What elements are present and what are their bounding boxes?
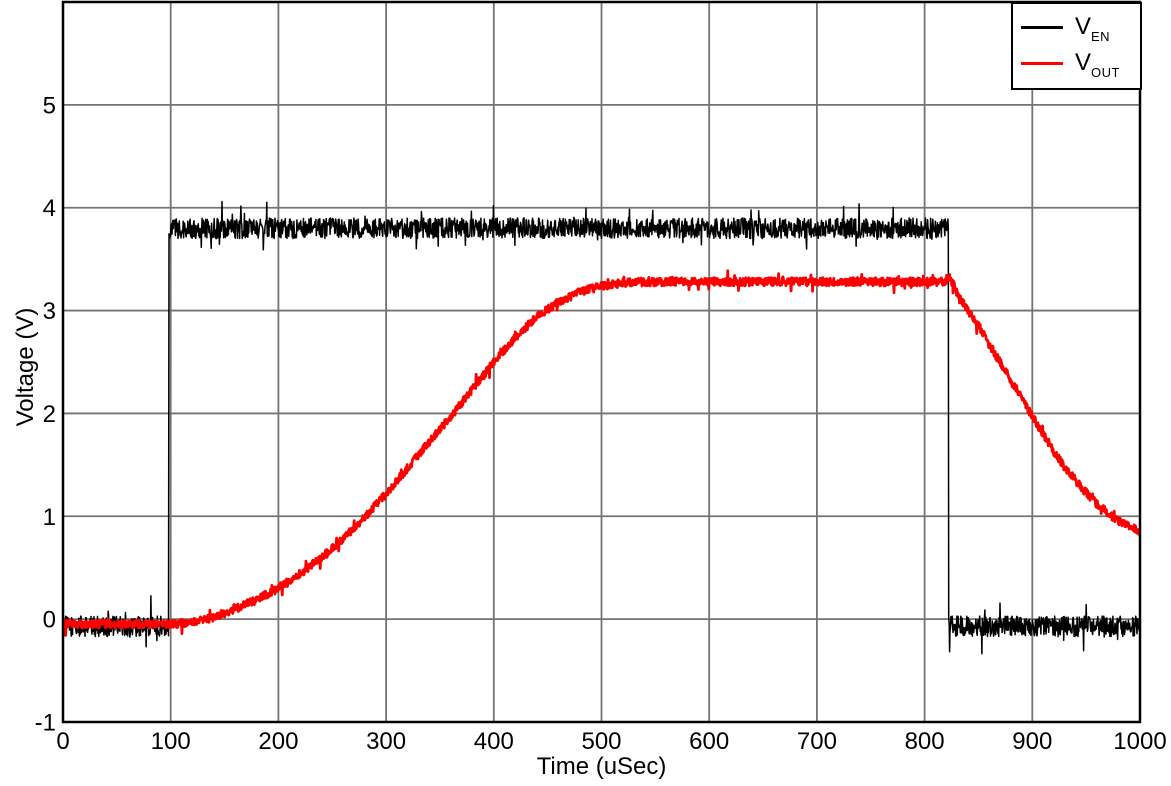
legend-item-ven: VEN	[1021, 12, 1140, 45]
x-tick-label: 0	[56, 728, 69, 755]
x-tick-label: 900	[1012, 728, 1052, 755]
x-tick-label: 100	[151, 728, 191, 755]
legend: VEN VOUT	[1011, 2, 1142, 90]
y-axis-label: Voltage (V)	[12, 307, 39, 427]
y-tick-label: 4	[43, 195, 56, 222]
x-tick-label: 400	[474, 728, 514, 755]
x-tick-label: 800	[905, 728, 945, 755]
y-tick-label: -1	[35, 710, 56, 737]
x-tick-label: 300	[366, 728, 406, 755]
y-tick-label: 3	[43, 298, 56, 325]
x-axis-label: Time (uSec)	[536, 753, 667, 780]
x-tick-label: 200	[258, 728, 298, 755]
x-tick-label: 500	[581, 728, 621, 755]
vout-line-swatch	[1021, 62, 1063, 66]
plot-border	[61, 0, 1142, 724]
vout-trace	[61, 269, 1141, 637]
legend-item-vout: VOUT	[1021, 48, 1140, 81]
y-tick-label: 1	[43, 504, 56, 531]
ven-line-swatch	[1021, 26, 1063, 30]
y-tick-label: 5	[43, 92, 56, 119]
x-tick-label: 700	[797, 728, 837, 755]
vout-legend-label: VOUT	[1075, 48, 1120, 81]
y-tick-label: 0	[43, 607, 56, 634]
x-tick-label: 1000	[1113, 728, 1166, 755]
ven-legend-label: VEN	[1075, 12, 1111, 45]
x-tick-label: 600	[689, 728, 729, 755]
ven-trace	[62, 200, 1141, 655]
y-tick-label: 2	[43, 401, 56, 428]
